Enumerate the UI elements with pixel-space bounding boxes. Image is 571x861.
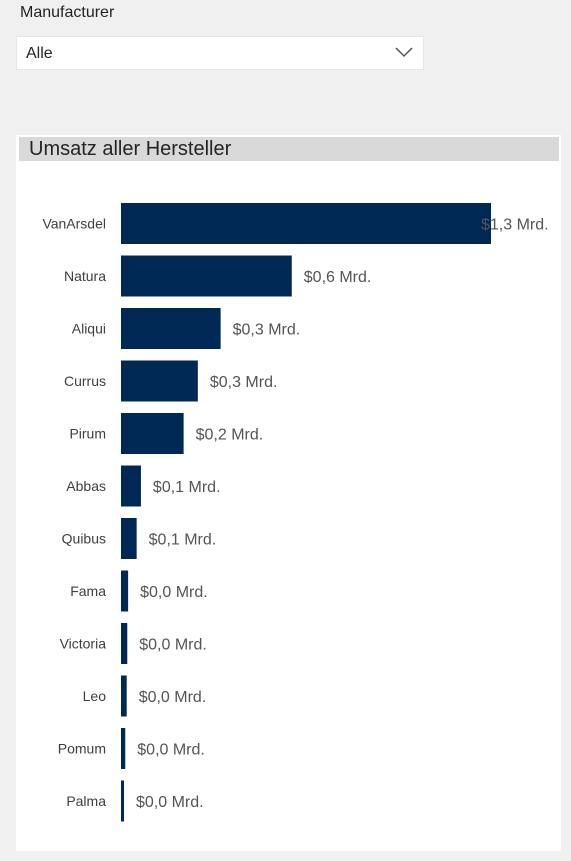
category-label: Pomum bbox=[58, 741, 106, 757]
category-label: Leo bbox=[83, 688, 107, 704]
data-label: $0,1 Mrd. bbox=[149, 532, 217, 549]
data-label: $1,3 Mrd. bbox=[481, 217, 549, 234]
data-label: $0,0 Mrd. bbox=[140, 584, 208, 601]
data-label: $0,0 Mrd. bbox=[139, 637, 207, 654]
category-label: Currus bbox=[64, 373, 106, 389]
bar-aliqui[interactable] bbox=[121, 308, 221, 349]
bar-pomum[interactable] bbox=[121, 728, 126, 769]
bar-victoria[interactable] bbox=[121, 623, 128, 664]
category-label: Pirum bbox=[69, 426, 106, 442]
dropdown-selected-value: Alle bbox=[26, 45, 53, 62]
chevron-down-icon[interactable] bbox=[395, 46, 413, 58]
category-label: Natura bbox=[64, 268, 106, 284]
data-label: $0,0 Mrd. bbox=[139, 689, 207, 706]
category-label: Fama bbox=[70, 583, 106, 599]
data-label: $0,3 Mrd. bbox=[233, 322, 301, 339]
category-label: VanArsdel bbox=[42, 216, 106, 232]
bar-palma[interactable] bbox=[121, 780, 124, 822]
bar-chart-visual[interactable]: Umsatz aller Hersteller VanArsdel $1,3 Mr… bbox=[16, 135, 561, 851]
data-label: $0,2 Mrd. bbox=[196, 427, 264, 444]
category-label: Quibus bbox=[62, 531, 106, 547]
bar-natura[interactable] bbox=[121, 255, 292, 297]
data-label: $0,3 Mrd. bbox=[210, 374, 278, 391]
data-label: $0,1 Mrd. bbox=[153, 479, 221, 496]
data-label: $0,0 Mrd. bbox=[136, 794, 204, 811]
visual-title: Umsatz aller Hersteller bbox=[29, 138, 232, 160]
data-label: $0,6 Mrd. bbox=[304, 269, 372, 286]
visual-header: Umsatz aller Hersteller bbox=[19, 137, 559, 161]
category-label: Palma bbox=[66, 793, 106, 809]
bar-fama[interactable] bbox=[121, 570, 129, 612]
slicer-title: Manufacturer bbox=[20, 4, 115, 21]
category-label: Aliqui bbox=[72, 321, 106, 337]
bar-vanarsdel[interactable] bbox=[121, 203, 491, 244]
bar-abbas[interactable] bbox=[121, 465, 141, 507]
bar-currus[interactable] bbox=[121, 360, 198, 402]
bar-pirum[interactable] bbox=[121, 413, 184, 454]
bar-chart: VanArsdel $1,3 Mrd. Natura $0,6 Mrd. Aliqui $… bbox=[42, 203, 549, 822]
bar-leo[interactable] bbox=[121, 675, 127, 717]
category-label: Abbas bbox=[66, 478, 106, 494]
bar-quibus[interactable] bbox=[121, 518, 137, 559]
data-label: $0,0 Mrd. bbox=[137, 742, 205, 759]
manufacturer-dropdown[interactable]: Alle bbox=[16, 36, 424, 70]
category-label: Victoria bbox=[60, 636, 107, 652]
